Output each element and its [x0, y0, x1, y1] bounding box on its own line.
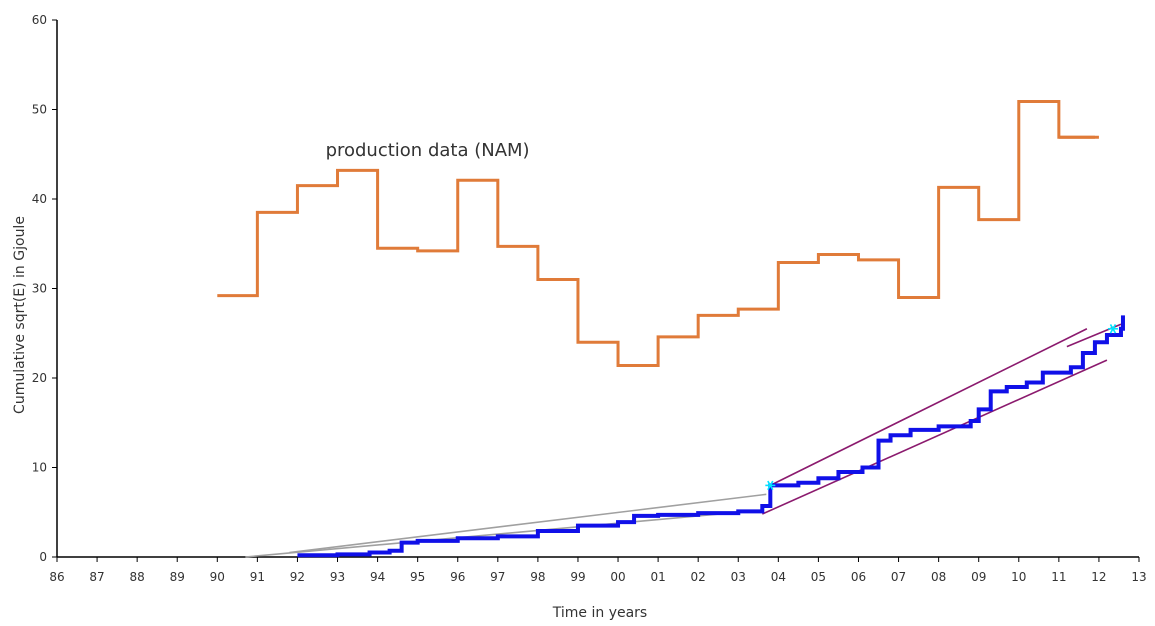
x-tick-label: 01	[650, 570, 665, 584]
series-lines	[217, 99, 1125, 558]
x-tick-label: 89	[170, 570, 185, 584]
trend-line	[761, 359, 1108, 515]
x-tick-label: 91	[250, 570, 265, 584]
x-tick-label: 03	[731, 570, 746, 584]
x-tick-label: 12	[1091, 570, 1106, 584]
x-tick-label: 99	[570, 570, 585, 584]
x-tick-label: 08	[931, 570, 946, 584]
trend-lines	[245, 323, 1122, 558]
markers	[765, 324, 1118, 491]
asterisk-stroke	[767, 480, 774, 491]
trend-line	[769, 328, 1088, 487]
x-tick-label: 11	[1051, 570, 1066, 584]
x-tick-label: 96	[450, 570, 465, 584]
x-tick-label: 13	[1131, 570, 1146, 584]
trend-line	[245, 509, 759, 558]
x-tick-label: 97	[490, 570, 505, 584]
cumulative-line	[297, 315, 1125, 558]
x-tick-label: 98	[530, 570, 545, 584]
x-tick-label: 92	[290, 570, 305, 584]
y-tick-label: 50	[32, 103, 47, 117]
labels: Time in years Cumulative sqrt(E) in Gjou…	[12, 140, 647, 621]
x-tick-label: 93	[330, 570, 345, 584]
x-tick-label: 86	[49, 570, 64, 584]
production-data-annotation: production data (NAM)	[326, 140, 530, 161]
asterisk-marker	[765, 480, 776, 491]
x-tick-label: 09	[971, 570, 986, 584]
x-tick-label: 02	[691, 570, 706, 584]
y-tick-label: 60	[32, 13, 47, 27]
y-tick-label: 20	[32, 371, 47, 385]
y-tick-label: 40	[32, 192, 47, 206]
x-tick-label: 06	[851, 570, 866, 584]
x-tick-label: 07	[891, 570, 906, 584]
x-tick-label: 90	[210, 570, 225, 584]
x-tick-label: 95	[410, 570, 425, 584]
x-tick-label: 04	[771, 570, 786, 584]
x-tick-label: 00	[610, 570, 625, 584]
x-tick-label: 10	[1011, 570, 1026, 584]
production-data-line	[217, 99, 1099, 367]
y-tick-label: 0	[39, 550, 47, 564]
x-tick-label: 05	[811, 570, 826, 584]
asterisk-marker	[1107, 324, 1118, 334]
x-tick-label: 87	[89, 570, 104, 584]
trend-line	[289, 493, 767, 554]
x-tick-label: 94	[370, 570, 385, 584]
y-tick-label: 30	[32, 282, 47, 296]
asterisk-stroke	[1109, 324, 1117, 334]
y-tick-label: 10	[32, 461, 47, 475]
x-axis-title: Time in years	[552, 605, 647, 621]
y-axis-title: Cumulative sqrt(E) in Gjoule	[12, 216, 28, 414]
x-tick-label: 88	[130, 570, 145, 584]
